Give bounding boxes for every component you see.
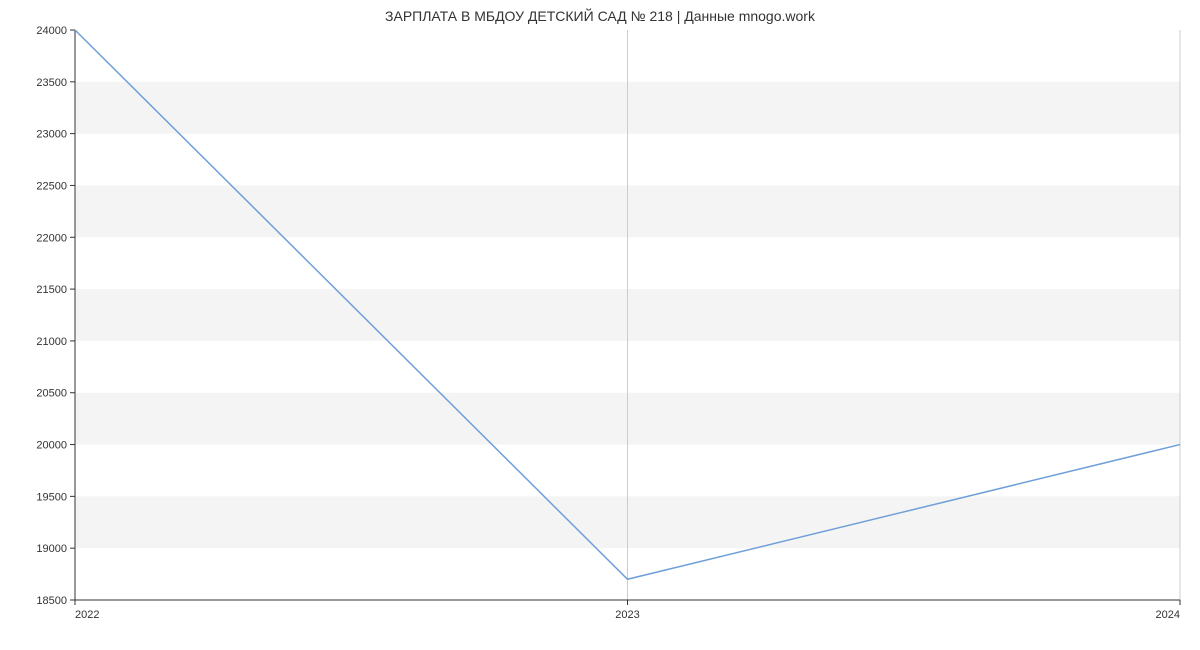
y-tick-label: 20000: [36, 440, 67, 452]
y-tick-label: 19000: [36, 543, 67, 555]
x-tick-label: 2023: [615, 609, 639, 621]
salary-line-chart: ЗАРПЛАТА В МБДОУ ДЕТСКИЙ САД № 218 | Дан…: [0, 0, 1200, 650]
chart-svg: 18500 19000 19500 20000 20500 21000 21500 22000…: [0, 0, 1200, 650]
y-tick-label: 22500: [36, 180, 67, 192]
x-tick-label: 2022: [75, 609, 99, 621]
y-tick-label: 18500: [36, 595, 67, 607]
y-tick-label: 19500: [36, 491, 67, 503]
y-tick-label: 23500: [36, 77, 67, 89]
x-tick-label: 2024: [1156, 609, 1180, 621]
y-tick-label: 21500: [36, 284, 67, 296]
y-tick-label: 20500: [36, 388, 67, 400]
y-tick-label: 23000: [36, 129, 67, 141]
y-tick-label: 22000: [36, 232, 67, 244]
y-tick-label: 21000: [36, 336, 67, 348]
y-tick-label: 24000: [36, 25, 67, 37]
